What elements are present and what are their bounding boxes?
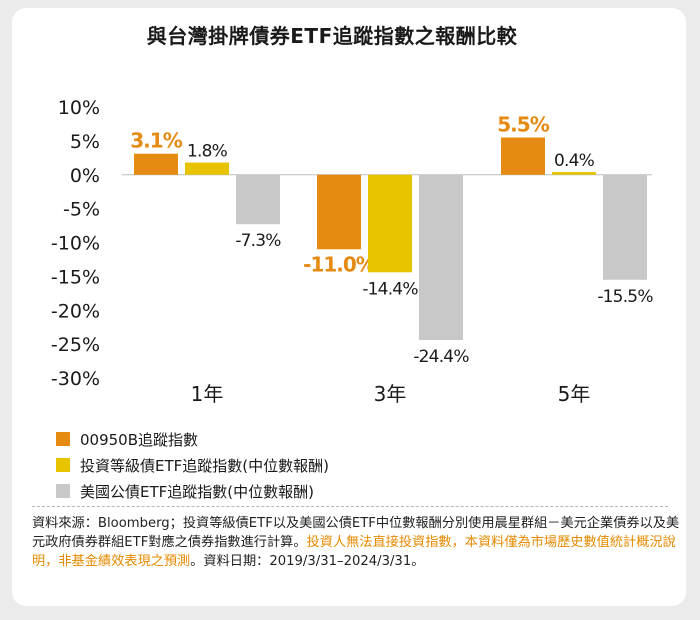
x-category-label: 5年 xyxy=(558,382,591,406)
chart-card: 與台灣掛牌債券ETF追蹤指數之報酬比較 10% 5% 0% -5% -10% -15% -2… xyxy=(12,8,686,606)
y-tick-label: -25% xyxy=(51,334,100,356)
y-tick-label: 5% xyxy=(70,131,100,153)
chart-title: 與台灣掛牌債券ETF追蹤指數之報酬比較 xyxy=(146,24,518,48)
legend-label: 美國公債ETF追蹤指數(中位數報酬) xyxy=(80,482,314,501)
legend-item-treasury: 美國公債ETF追蹤指數(中位數報酬) xyxy=(56,478,329,504)
bar xyxy=(368,174,412,273)
bar xyxy=(552,172,596,175)
bar xyxy=(134,153,178,175)
legend-item-00950b: 00950B追蹤指數 xyxy=(56,426,329,452)
data-label: 0.4% xyxy=(554,151,595,171)
legend-swatch xyxy=(56,484,70,498)
footnote: 資料來源：Bloomberg；投資等級債ETF以及美國公債ETF中位數報酬分別使… xyxy=(32,514,682,571)
data-label: -14.4% xyxy=(362,279,418,299)
footnote-source: 資料來源：Bloomberg；投資等級債ETF以及美國公債ETF中位數報酬分別使… xyxy=(32,516,680,550)
data-label: 3.1% xyxy=(130,129,182,153)
legend-swatch xyxy=(56,458,70,472)
legend-item-investment-grade: 投資等級債ETF追蹤指數(中位數報酬) xyxy=(56,452,329,478)
data-label: 1.8% xyxy=(187,142,228,162)
y-tick-label: -30% xyxy=(51,368,100,390)
y-tick-label: -10% xyxy=(51,233,100,255)
legend-label: 00950B追蹤指數 xyxy=(80,430,199,449)
bar xyxy=(185,162,229,175)
footnote-date: 。資料日期：2019/3/31–2024/3/31。 xyxy=(190,554,425,569)
bar-chart: 10% 5% 0% -5% -10% -15% -20% -25% -30% 3.1% 1.8% -7… xyxy=(51,97,654,406)
bar xyxy=(501,137,545,175)
y-tick-label: 0% xyxy=(70,165,100,187)
x-category-label: 1年 xyxy=(191,382,224,406)
divider xyxy=(32,506,668,507)
legend-label: 投資等級債ETF追蹤指數(中位數報酬) xyxy=(80,456,329,475)
y-tick-label: -15% xyxy=(51,266,100,288)
bar xyxy=(603,174,647,280)
chart-legend: 00950B追蹤指數 投資等級債ETF追蹤指數(中位數報酬) 美國公債ETF追蹤… xyxy=(56,426,329,504)
y-tick-label: -20% xyxy=(51,300,100,322)
legend-swatch xyxy=(56,432,70,446)
data-label: -15.5% xyxy=(597,287,653,307)
data-label: -7.3% xyxy=(235,231,281,251)
bar xyxy=(317,174,361,250)
data-label: -11.0% xyxy=(303,252,376,276)
y-tick-label: 10% xyxy=(58,97,100,119)
data-label: -24.4% xyxy=(413,347,469,367)
y-tick-label: -5% xyxy=(63,199,100,221)
data-label: 5.5% xyxy=(497,112,549,136)
bar xyxy=(236,174,280,225)
x-category-label: 3年 xyxy=(374,382,407,406)
bar xyxy=(419,174,463,341)
footnote-warning: 投資人無法直接投資指數，本資料僅為市場歷史數值統計概況說明，非基金績效表現之預測 xyxy=(32,535,676,569)
